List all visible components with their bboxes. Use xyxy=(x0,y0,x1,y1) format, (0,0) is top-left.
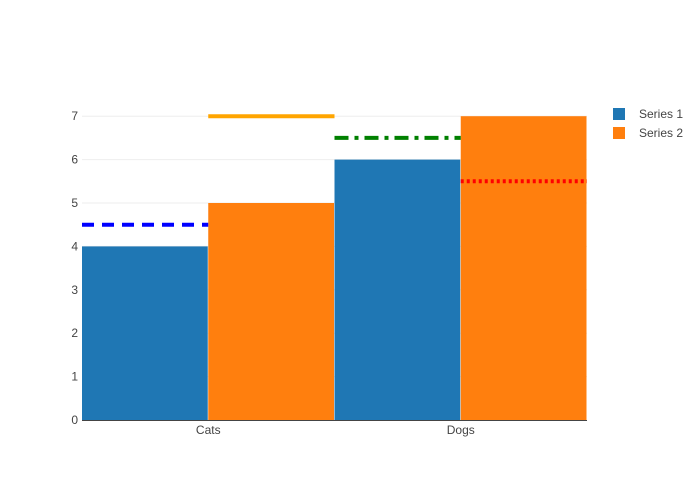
y-tick-label: 6 xyxy=(71,153,78,167)
bars xyxy=(82,116,587,420)
x-tick-label: Dogs xyxy=(447,423,475,437)
y-tick-label: 3 xyxy=(71,283,78,297)
x-axis-ticks: Cats Dogs xyxy=(196,423,475,437)
x-tick-label: Cats xyxy=(196,423,221,437)
y-tick-label: 5 xyxy=(71,196,78,210)
legend[interactable]: Series 1 Series 2 xyxy=(613,107,683,140)
bar[interactable] xyxy=(460,116,587,420)
reference-lines xyxy=(82,114,587,227)
legend-label[interactable]: Series 2 xyxy=(639,126,683,140)
y-tick-label: 1 xyxy=(71,370,78,384)
y-tick-label: 4 xyxy=(71,239,78,253)
bar[interactable] xyxy=(334,159,461,420)
y-tick-label: 7 xyxy=(71,109,78,123)
legend-swatch[interactable] xyxy=(613,127,625,139)
y-tick-label: 2 xyxy=(71,326,78,340)
legend-label[interactable]: Series 1 xyxy=(639,107,683,121)
legend-swatch[interactable] xyxy=(613,108,625,120)
y-axis-ticks: 0 1 2 3 4 5 6 7 xyxy=(71,109,78,427)
bar[interactable] xyxy=(208,203,334,420)
y-tick-label: 0 xyxy=(71,413,78,427)
bar[interactable] xyxy=(82,246,208,420)
